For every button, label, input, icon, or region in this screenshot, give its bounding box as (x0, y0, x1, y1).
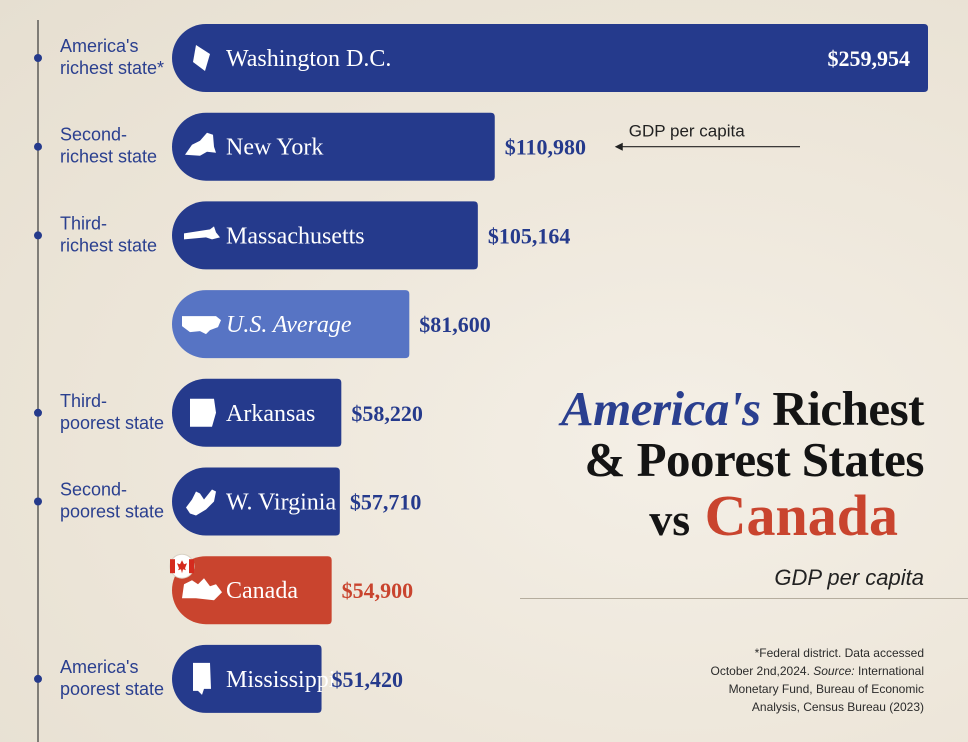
dc-shape-icon (193, 45, 210, 71)
bar-2 (172, 201, 478, 270)
title-vs: vs (649, 493, 691, 545)
rank-label-1-0: Second- (60, 125, 127, 145)
chart-title: America's Richest & Poorest States vs Ca… (454, 381, 925, 548)
bar-7 (172, 644, 322, 713)
annotation-label: GDP per capita (629, 122, 745, 141)
value-label-7: $51,420 (332, 667, 404, 692)
canada-map-icon (182, 578, 222, 601)
rank-label-7-1: poorest state (60, 679, 164, 699)
new-york-shape-icon (185, 132, 216, 156)
title-canada: Canada (704, 482, 898, 548)
bar-label-6: Canada (226, 578, 298, 604)
bar-label-0: Washington D.C. (226, 46, 391, 72)
rank-label-0-0: America's (60, 36, 138, 56)
arkansas-shape-icon (190, 398, 216, 427)
source-footnote: *Federal district. Data accessed October… (624, 644, 925, 716)
value-label-2: $105,164 (488, 223, 570, 248)
value-label-5: $57,710 (350, 490, 422, 515)
bar-label-5: W. Virginia (226, 490, 336, 516)
rank-label-5-1: poorest state (60, 502, 164, 522)
rank-label-4-1: poorest state (60, 413, 164, 433)
footnote-line2-a: October 2nd,2024. (710, 664, 814, 678)
value-label-0: $259,954 (828, 46, 911, 71)
massachusetts-shape-icon (184, 226, 220, 240)
timeline-dot-1 (34, 142, 42, 151)
bar-3 (172, 290, 410, 359)
bar-label-7: Mississippi (226, 667, 336, 693)
rank-label-2-1: richest state (60, 235, 157, 255)
rank-label-7-0: America's (60, 657, 138, 677)
timeline-dot-4 (34, 408, 42, 417)
west-virginia-shape-icon (186, 489, 216, 516)
bar-1 (172, 112, 495, 181)
divider (520, 598, 968, 599)
bar-0 (172, 24, 928, 92)
footnote-line2: October 2nd,2024. Source: International (624, 662, 925, 680)
chart-subtitle: GDP per capita (774, 565, 924, 590)
value-label-1: $110,980 (505, 135, 586, 160)
rank-label-1-1: richest state (60, 147, 157, 167)
value-label-4: $58,220 (351, 401, 423, 426)
bar-6 (172, 556, 332, 625)
title-line1-rest: Richest (772, 381, 924, 436)
bar-5 (172, 467, 340, 536)
footnote-line4: Analysis, Census Bureau (2023) (751, 700, 924, 714)
timeline-dot-5 (34, 497, 42, 506)
bar-label-1: New York (226, 135, 323, 161)
footnote-line1: *Federal district. Data accessed (754, 646, 924, 660)
title-highlight: America's (560, 381, 761, 436)
rank-label-4-0: Third- (60, 391, 107, 411)
footnote-source-label: Source: (813, 664, 855, 678)
bar-label-2: Massachusetts (226, 223, 365, 249)
footnote-line2-c: International (854, 664, 924, 678)
timeline-dot-2 (34, 231, 42, 240)
timeline-dot-0 (34, 54, 42, 62)
rank-label-2-0: Third- (60, 213, 107, 233)
mississippi-shape-icon (193, 662, 211, 695)
rank-label-5-0: Second- (60, 480, 127, 500)
title-line2: & Poorest States (584, 431, 925, 487)
value-label-3: $81,600 (419, 312, 491, 337)
canada-flag-icon (169, 553, 195, 579)
value-label-6: $54,900 (342, 578, 414, 603)
annotation-arrow-head (614, 142, 623, 151)
bar-label-3: U.S. Average (226, 312, 352, 338)
us-map-icon (182, 316, 221, 335)
bar-4 (172, 378, 342, 447)
footnote-line3: Monetary Fund, Bureau of Economic (728, 682, 924, 696)
timeline-dot-7 (34, 674, 42, 683)
bar-label-4: Arkansas (226, 401, 315, 427)
rank-label-0-1: richest state* (60, 58, 164, 78)
